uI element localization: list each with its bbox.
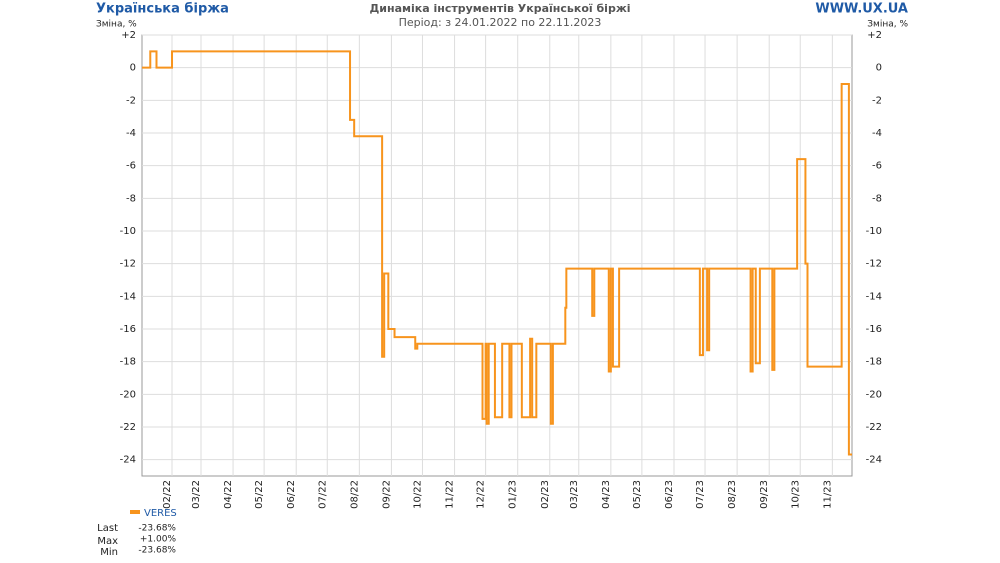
x-tick-label: 05/22 bbox=[254, 480, 265, 509]
y-tick-label: -18 bbox=[120, 357, 136, 368]
stat-value: +1.00% bbox=[140, 535, 177, 545]
legend-label: VERES bbox=[144, 508, 177, 519]
y-tick-label: -8 bbox=[126, 193, 136, 204]
y2-tick-label: -12 bbox=[866, 259, 882, 270]
x-tick-label: 02/22 bbox=[162, 480, 173, 509]
x-tick-label: 08/23 bbox=[727, 480, 738, 509]
x-tick-label: 06/22 bbox=[286, 480, 297, 509]
brand: Українська біржа bbox=[96, 2, 229, 17]
x-tick-label: 01/23 bbox=[508, 480, 519, 509]
x-tick-label: 11/23 bbox=[822, 480, 833, 509]
plot-area bbox=[141, 34, 853, 477]
y2-tick-label: -14 bbox=[866, 291, 882, 302]
y-tick-label: -14 bbox=[120, 291, 136, 302]
y2-tick-label: -24 bbox=[866, 455, 882, 466]
y-tick-label: -22 bbox=[120, 422, 136, 433]
y2-tick-label: +2 bbox=[867, 30, 882, 41]
x-tick-label: 05/23 bbox=[632, 480, 643, 509]
x-tick-label: 06/23 bbox=[664, 480, 675, 509]
y2-tick-label: -22 bbox=[866, 422, 882, 433]
y-tick-label: +2 bbox=[121, 30, 136, 41]
y-tick-label: -2 bbox=[126, 95, 136, 106]
y2-tick-label: -20 bbox=[866, 389, 882, 400]
site: WWW.UX.UA bbox=[815, 2, 908, 17]
stat-label: Max bbox=[97, 536, 118, 547]
x-tick-label: 09/23 bbox=[759, 480, 770, 509]
x-tick-label: 08/22 bbox=[349, 480, 360, 509]
y2-tick-label: 0 bbox=[876, 63, 882, 74]
x-tick-label: 07/22 bbox=[317, 480, 328, 509]
y2-tick-label: -18 bbox=[866, 357, 882, 368]
y2-tick-label: -4 bbox=[872, 128, 882, 139]
stat-label: Min bbox=[100, 547, 118, 558]
y-tick-label: -6 bbox=[126, 161, 136, 172]
x-tick-label: 03/23 bbox=[569, 480, 580, 509]
y2-tick-label: -6 bbox=[872, 161, 882, 172]
y-tick-label: -16 bbox=[120, 324, 136, 335]
y-axis-label: Зміна, % bbox=[96, 20, 137, 30]
stat-value: -23.68% bbox=[138, 524, 176, 534]
chart-title: Динаміка інструментів Української біржі bbox=[369, 2, 630, 15]
chart-subtitle: Період: з 24.01.2022 по 22.11.2023 bbox=[399, 16, 602, 29]
y-tick-label: -12 bbox=[120, 259, 136, 270]
x-tick-label: 07/23 bbox=[695, 480, 706, 509]
x-tick-label: 04/23 bbox=[601, 480, 612, 509]
y-tick-label: -24 bbox=[120, 455, 136, 466]
x-tick-label: 09/22 bbox=[381, 480, 392, 509]
y2-tick-label: -8 bbox=[872, 193, 882, 204]
y2-tick-label: -10 bbox=[866, 226, 882, 237]
x-tick-label: 02/23 bbox=[540, 480, 551, 509]
legend-swatch bbox=[130, 510, 140, 514]
y-tick-label: 0 bbox=[130, 63, 136, 74]
y-tick-label: -20 bbox=[120, 389, 136, 400]
x-tick-label: 03/22 bbox=[191, 480, 202, 509]
x-tick-label: 12/22 bbox=[476, 480, 487, 509]
y2-tick-label: -16 bbox=[866, 324, 882, 335]
y2-tick-label: -2 bbox=[872, 95, 882, 106]
x-tick-label: 10/22 bbox=[412, 480, 423, 509]
x-tick-label: 04/22 bbox=[223, 480, 234, 509]
y2-axis-label: Зміна, % bbox=[867, 20, 908, 30]
series-line bbox=[142, 50, 852, 456]
y-tick-label: -4 bbox=[126, 128, 136, 139]
x-tick-label: 10/23 bbox=[790, 480, 801, 509]
stat-value: -23.68% bbox=[138, 546, 176, 556]
x-tick-label: 11/22 bbox=[445, 480, 456, 509]
y-tick-label: -10 bbox=[120, 226, 136, 237]
stat-label: Last bbox=[97, 523, 118, 534]
